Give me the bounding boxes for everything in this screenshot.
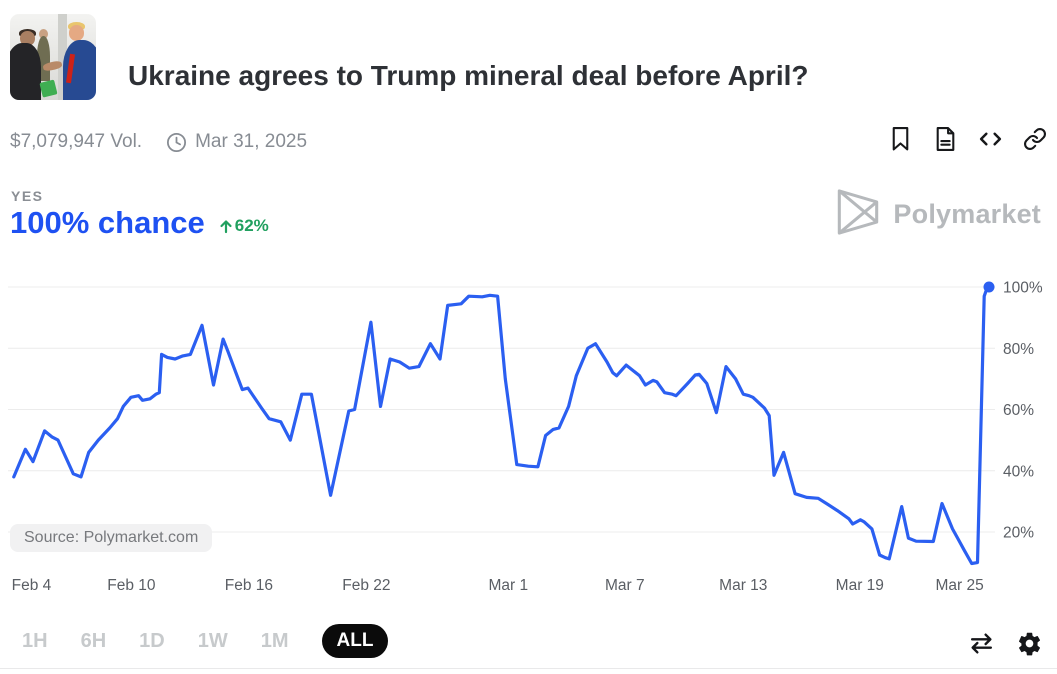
settings-button[interactable] <box>1014 630 1044 660</box>
range-button-all[interactable]: ALL <box>321 624 389 658</box>
thumbnail-art-right-head <box>68 25 84 41</box>
time-range-selector: 1H 6H 1D 1W 1M ALL <box>22 624 389 658</box>
end-date-text: Mar 31, 2025 <box>195 131 308 152</box>
bookmark-button[interactable] <box>887 126 913 154</box>
svg-text:60%: 60% <box>1003 402 1034 419</box>
thumbnail-art-green-folder <box>39 79 59 99</box>
copy-link-icon <box>1023 127 1047 154</box>
svg-text:Mar 1: Mar 1 <box>488 577 528 594</box>
svg-text:Feb 10: Feb 10 <box>107 577 156 594</box>
svg-text:80%: 80% <box>1003 341 1034 358</box>
polymarket-watermark: Polymarket <box>835 187 1041 242</box>
thumbnail-art-pillar <box>58 14 67 100</box>
range-button-6h[interactable]: 6H <box>80 629 107 652</box>
range-button-1d[interactable]: 1D <box>139 629 165 652</box>
header-toolbar <box>887 126 1048 154</box>
svg-text:Mar 7: Mar 7 <box>605 577 645 594</box>
thumbnail-art-bystander-head <box>38 28 49 39</box>
price-change: 62% <box>219 216 269 236</box>
embed-code-icon <box>978 129 1003 152</box>
svg-text:Mar 13: Mar 13 <box>719 577 767 594</box>
svg-text:Mar 19: Mar 19 <box>836 577 884 594</box>
settings-gear-icon <box>1016 630 1043 660</box>
outcome-label: YES <box>11 188 44 204</box>
volume-text: $7,079,947 Vol. <box>10 131 143 152</box>
embed-code-button[interactable] <box>977 126 1003 154</box>
range-button-1h[interactable]: 1H <box>22 629 48 652</box>
svg-text:100%: 100% <box>1003 280 1043 297</box>
chart-tools <box>966 630 1044 660</box>
range-button-1w[interactable]: 1W <box>197 629 228 652</box>
chance-value: 100% chance <box>10 205 205 240</box>
range-button-1m[interactable]: 1M <box>260 629 289 652</box>
outcome-row: 100% chance 62% <box>10 206 269 240</box>
change-percent: 62% <box>234 216 269 235</box>
market-thumbnail <box>10 14 96 100</box>
compare-button[interactable] <box>966 630 996 660</box>
svg-text:20%: 20% <box>1003 525 1034 542</box>
clock-icon <box>166 132 187 153</box>
thumbnail-art-left-head <box>20 31 35 46</box>
probability-chart: 100% 80% 60% 40% 20% Feb 4 Feb 10 Feb 16 Feb 22 M… <box>0 270 1057 600</box>
brand-name: Polymarket <box>893 199 1041 229</box>
copy-link-button[interactable] <box>1022 126 1048 154</box>
svg-text:Feb 22: Feb 22 <box>342 577 390 594</box>
bottom-divider <box>0 668 1057 669</box>
bookmark-icon <box>890 126 911 155</box>
svg-text:Mar 25: Mar 25 <box>935 577 983 594</box>
svg-text:40%: 40% <box>1003 463 1034 480</box>
polymarket-logo-icon <box>835 187 881 242</box>
svg-text:Feb 16: Feb 16 <box>225 577 273 594</box>
market-meta-row: $7,079,947 Vol. Mar 31, 2025 <box>10 130 307 154</box>
source-chip: Source: Polymarket.com <box>10 524 213 552</box>
svg-text:Feb 4: Feb 4 <box>12 577 52 594</box>
page-title: Ukraine agrees to Trump mineral deal bef… <box>128 59 809 91</box>
document-button[interactable] <box>932 126 958 154</box>
document-icon <box>934 126 957 155</box>
compare-arrows-icon <box>968 631 995 659</box>
up-arrow-icon <box>220 219 232 233</box>
probability-chart-svg[interactable]: 100% 80% 60% 40% 20% Feb 4 Feb 10 Feb 16 Feb 22 M… <box>0 270 1057 600</box>
thumbnail-art-left-figure <box>10 43 41 100</box>
